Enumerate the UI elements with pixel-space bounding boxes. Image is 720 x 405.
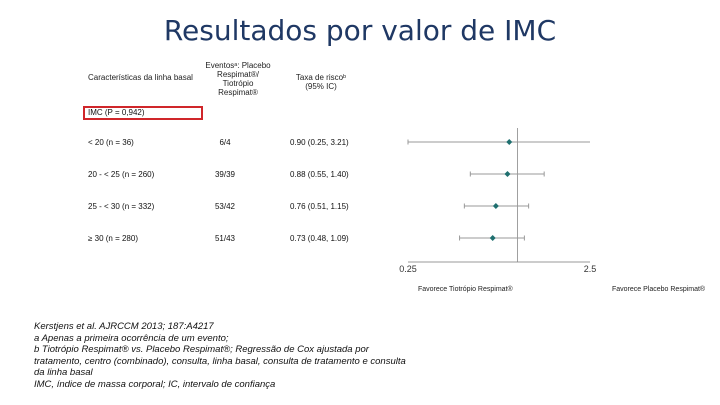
row-rate: 0.76 (0.51, 1.15) [290,202,349,211]
row-events: 51/43 [214,234,236,243]
row-label: ≥ 30 (n = 280) [88,234,138,243]
favors-tiotropium-label: Favorece Tiotrópio Respimat® [418,286,513,293]
row-events: 6/4 [219,138,231,147]
column-header-characteristics: Características da linha basal [88,73,193,82]
row-label: < 20 (n = 36) [88,138,134,147]
x-tick-label: 2.5 [584,264,597,274]
footnote-citation: Kerstjens et al. AJRCCM 2013; 187:A4217 [34,321,214,332]
row-label: 25 - < 30 (n = 332) [88,202,155,211]
page-title: Resultados por valor de IMC [163,14,557,47]
footnote-abbrev: IMC, índice de massa corporal; IC, inter… [34,378,276,390]
favors-placebo-label: Favorece Placebo Respimat® [612,286,706,293]
hazard-ratio-marker [492,203,499,209]
row-label: 20 - < 25 (n = 260) [88,170,155,179]
footnotes: Kerstjens et al. AJRCCM 2013; 187:A4217 … [34,321,406,390]
footnote-b-cont2: da linha basal [34,367,93,378]
row-rate: 0.88 (0.55, 1.40) [290,170,349,179]
hazard-ratio-marker [506,139,513,145]
highlight-box [83,106,203,120]
column-header-rate: Taxa de riscoᵇ (95% IC) [295,73,347,91]
footnote-b: b Tiotrópio Respimat® vs. Placebo Respim… [34,344,369,355]
row-rate: 0.73 (0.48, 1.09) [290,234,349,243]
column-header-events: Eventosᵃ: Placebo Respimat®/ Tiotrópio R… [205,61,271,97]
row-rate: 0.90 (0.25, 3.21) [290,138,349,147]
row-events: 39/39 [214,170,236,179]
x-tick-label: 0.25 [399,264,417,274]
footnote-a: a Apenas a primeira ocorrência de um eve… [34,332,229,344]
hazard-ratio-marker [489,235,496,241]
hazard-ratio-marker [504,171,511,177]
row-events: 53/42 [214,202,236,211]
group-label: IMC (P = 0,942) [88,108,145,117]
footnote-b-cont: tratamento, centro (combinado), consulta… [34,355,406,367]
